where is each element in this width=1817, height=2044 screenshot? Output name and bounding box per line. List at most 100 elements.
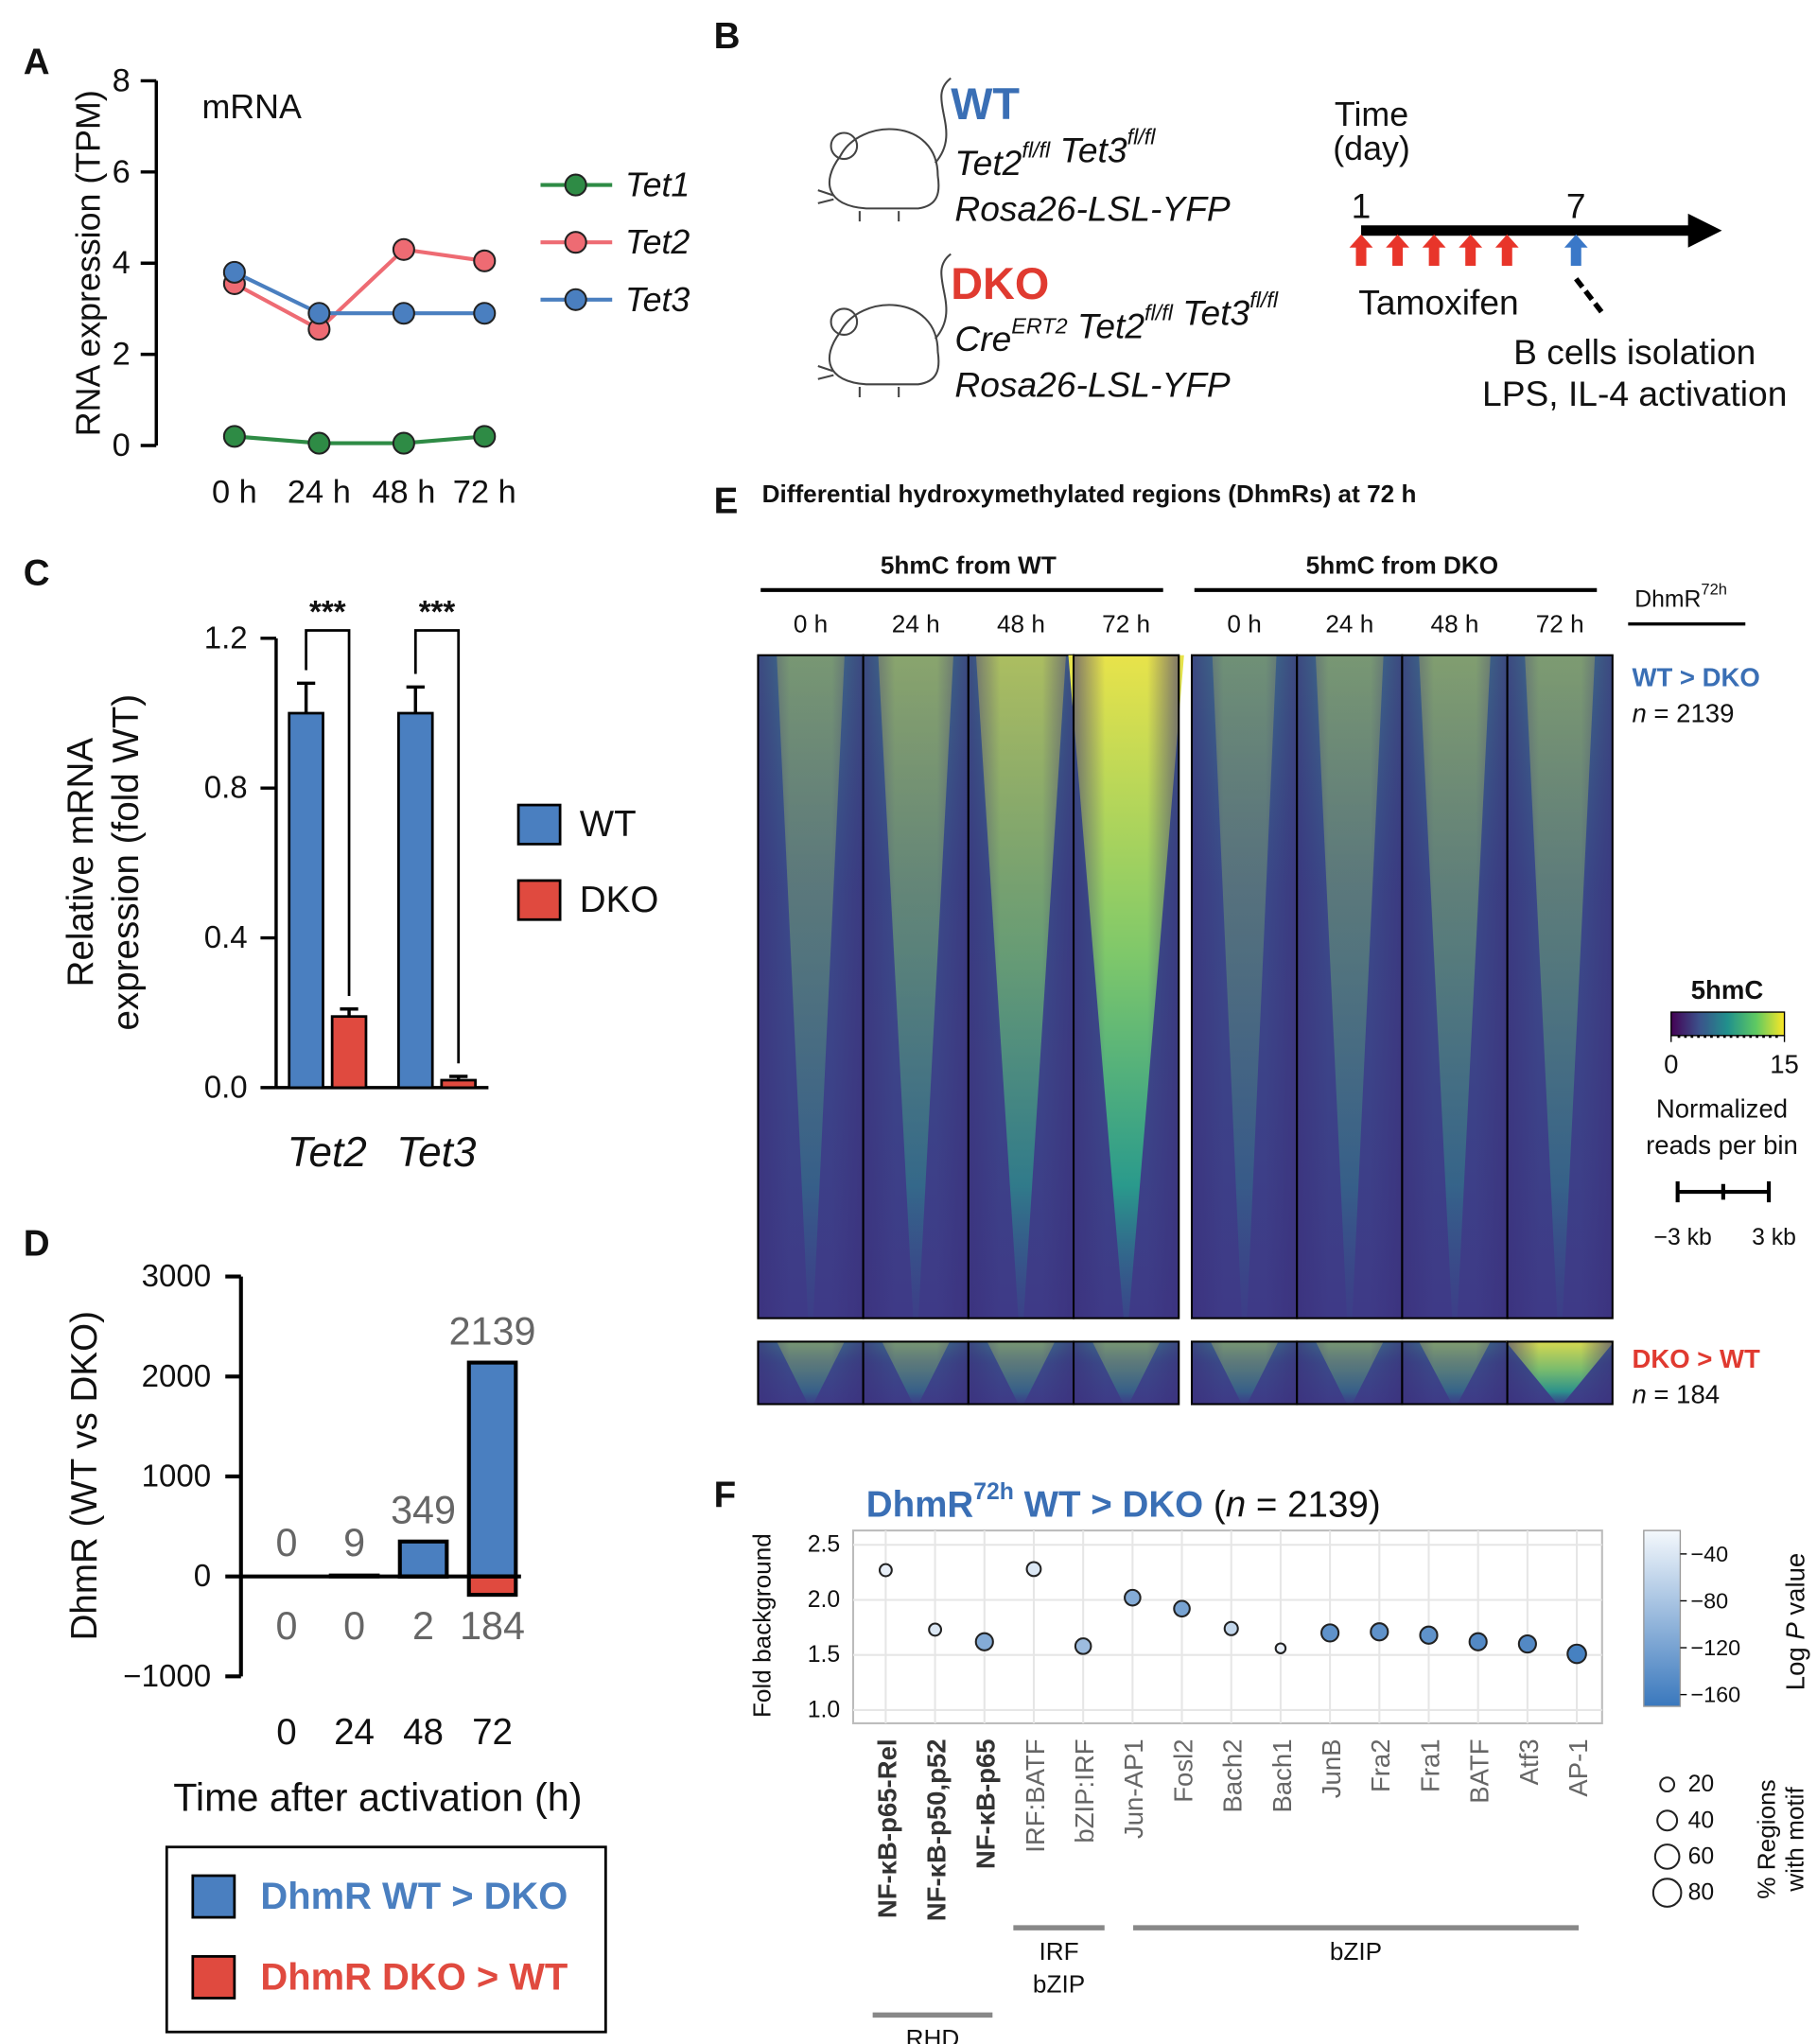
legend-label: DhmR DKO > WT (260, 1956, 568, 1998)
title-part: n (1226, 1484, 1246, 1525)
y-tick-label: 3000 (142, 1259, 211, 1294)
event-arrow (1386, 234, 1409, 266)
colorbar-label: Log P value (1780, 1553, 1809, 1690)
title-part: ( (1203, 1484, 1226, 1525)
y-tick-label: 0 (194, 1559, 211, 1594)
title-part: DhmR (1634, 586, 1701, 612)
event-label: B cells isolation (1513, 332, 1756, 372)
bubble (1370, 1622, 1389, 1642)
panel-letter: B (714, 16, 741, 57)
heatmap-edge (968, 1341, 1074, 1405)
x-tick-label: Tet3 (396, 1129, 477, 1176)
bubble (1566, 1643, 1587, 1665)
heatmap-title: Differential hydroxymethylated regions (… (762, 480, 1417, 508)
y-tick-label: 0.0 (204, 1070, 248, 1105)
legend-label: Tet3 (625, 281, 690, 319)
timepoint-label: 72 h (1102, 610, 1150, 638)
x-tick-label: 0 (276, 1712, 296, 1753)
cluster-count: n = 2139 (1632, 698, 1734, 727)
colorbar-title: 5hmC (1691, 975, 1764, 1005)
gene: Tet3 (1050, 130, 1127, 169)
event-arrow (1564, 234, 1588, 266)
size-legend-title: % Regions (1752, 1779, 1780, 1899)
mouse-tail (934, 77, 952, 164)
bar (397, 1539, 449, 1579)
series-line (233, 271, 485, 316)
point (392, 431, 415, 455)
legend-swatch (191, 1874, 236, 1919)
gene: Rosa26-LSL-YFP (954, 188, 1231, 228)
legend-swatch (191, 1955, 236, 2000)
size-legend-label: 80 (1688, 1880, 1715, 1906)
x-tick-label: Fra2 (1366, 1738, 1395, 1792)
bubble (1274, 1642, 1287, 1654)
title-part: WT > DKO (1014, 1484, 1203, 1525)
y-tick-label: 2 (113, 337, 131, 373)
timepoint-label: 24 h (1325, 610, 1373, 638)
heatmap-edge (1402, 1341, 1508, 1405)
heatmap-edge (1507, 655, 1613, 1319)
x-tick-label: NF-κB-p65-Rel (872, 1738, 901, 1918)
value-label: 9 (343, 1521, 365, 1564)
count-symbol: n (1632, 698, 1646, 727)
legend-marker (564, 231, 587, 254)
bubble (1517, 1633, 1537, 1654)
group-label: 5hmC from DKO (1306, 551, 1498, 580)
error-bar (406, 685, 425, 713)
genotype-label: DKO (951, 259, 1049, 308)
size-legend-label: 60 (1688, 1843, 1715, 1869)
point (222, 260, 246, 284)
cluster-count: n = 184 (1632, 1379, 1720, 1408)
timeline-label: (day) (1333, 130, 1410, 167)
panel-letter: A (24, 43, 50, 83)
title-part: 72h (973, 1478, 1014, 1504)
day-label: 7 (1566, 186, 1586, 226)
mouse-ear (830, 307, 859, 336)
timepoint-label: 48 h (997, 610, 1045, 638)
genotype-line: CreERT2 Tet2fl/fl Tet3fl/fl (954, 288, 1279, 358)
event-arrow (1349, 234, 1373, 266)
error-bar (340, 1007, 358, 1017)
bubble (928, 1622, 943, 1637)
y-tick-label: 2.5 (808, 1532, 840, 1558)
x-tick-label: IRF:BATF (1021, 1738, 1050, 1852)
chart-title: mRNA (201, 88, 302, 126)
bubble (1468, 1632, 1488, 1651)
point (473, 249, 497, 272)
superscript: fl/fl (1127, 125, 1157, 149)
label-part: P (1780, 1622, 1809, 1640)
scale-bar (1675, 1181, 1772, 1203)
heatmap-edge (1074, 655, 1179, 1319)
y-tick-label: 2000 (142, 1359, 211, 1394)
timepoint-label: 72 h (1536, 610, 1584, 638)
colorbar-tick-label: 15 (1770, 1050, 1799, 1079)
count-value: = 184 (1647, 1379, 1720, 1408)
y-axis-label: Relative mRNA (61, 738, 101, 987)
error-bar (449, 1074, 468, 1080)
series-line (233, 247, 485, 332)
x-tick-label: Fra1 (1415, 1738, 1444, 1792)
mouse-body (828, 128, 940, 210)
timepoint-label: 0 h (1227, 610, 1261, 638)
heatmap-border (1506, 654, 1614, 1319)
scale-bar-label: −3 kb (1654, 1225, 1712, 1250)
genotype-line: Rosa26-LSL-YFP (954, 188, 1231, 228)
y-tick-label: 0 (113, 428, 131, 463)
heatmap-border (1506, 1340, 1614, 1406)
scale-bar-label: 3 kb (1752, 1225, 1796, 1250)
mouse-whiskers (817, 189, 900, 222)
legend-label: Tet1 (625, 166, 690, 204)
bubble (1074, 1637, 1092, 1655)
legend-label: WT (580, 804, 637, 845)
colorbar-caption: Normalized (1656, 1093, 1788, 1123)
bar (466, 1360, 518, 1579)
pointer (1574, 277, 1604, 315)
x-tick-label: Bach1 (1267, 1738, 1297, 1812)
point (222, 425, 246, 448)
chart-title: DhmR72h WT > DKO (n = 2139) (866, 1478, 1381, 1525)
event-label: LPS, IL-4 activation (1482, 374, 1787, 413)
x-tick-label: 48 (403, 1712, 444, 1753)
y-axis-label: expression (fold WT) (106, 694, 147, 1031)
